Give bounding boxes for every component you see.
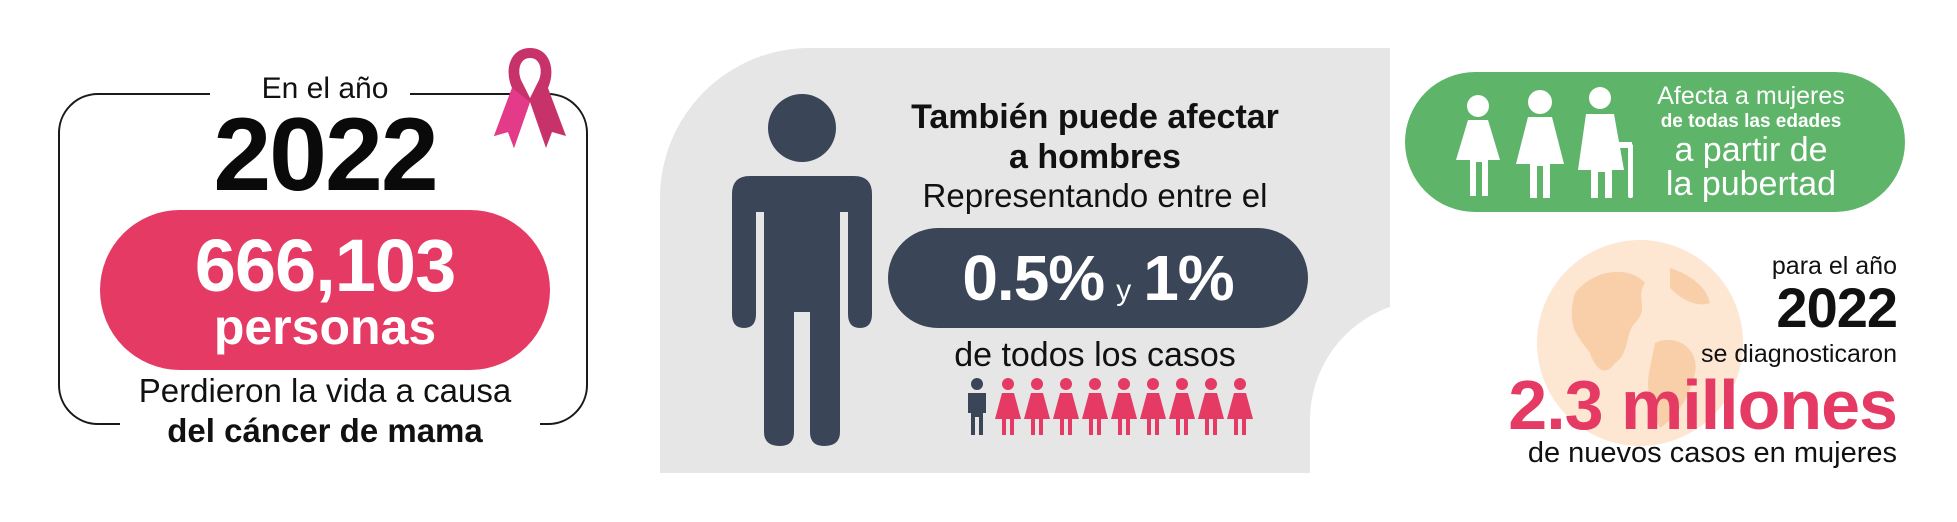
deaths-intro: En el año xyxy=(261,72,389,105)
deaths-year: 2022 xyxy=(213,97,438,213)
deaths-count: 666,103 xyxy=(194,224,457,307)
woman-small-icon xyxy=(1082,378,1108,435)
people-ratio-icons xyxy=(968,378,1253,435)
man-small-icon xyxy=(968,378,986,435)
men-title-line2: a hombres xyxy=(1009,138,1181,176)
women-of-all-ages-icon xyxy=(1456,87,1633,198)
woman-small-icon xyxy=(1024,378,1050,435)
man-icon xyxy=(732,94,872,446)
woman-small-icon xyxy=(1227,378,1253,435)
deaths-panel: En el año 2022 666,103 personas Perdiero… xyxy=(0,0,620,522)
new-cases-verb: se diagnosticaron xyxy=(1701,340,1897,368)
new-cases-count: 2.3 millones xyxy=(1508,366,1898,444)
deaths-people-label: personas xyxy=(213,299,437,355)
ages-line4: la pubertad xyxy=(1665,165,1837,203)
percent-pill: 0.5% y 1% xyxy=(888,228,1308,328)
high-percent: 1% xyxy=(1143,242,1234,314)
deaths-caption-line2: del cáncer de mama xyxy=(167,412,483,449)
ages-line1: Afecta a mujeres xyxy=(1657,82,1845,110)
deaths-caption-line1: Perdieron la vida a causa xyxy=(138,372,512,409)
new-cases-intro: para el año xyxy=(1771,252,1897,280)
woman-small-icon xyxy=(1198,378,1224,435)
woman-small-icon xyxy=(1053,378,1079,435)
men-footer: de todos los casos xyxy=(954,336,1236,374)
new-cases-caption: de nuevos casos en mujeres xyxy=(1527,437,1897,469)
globe-icon xyxy=(1537,240,1743,446)
woman-small-icon xyxy=(1169,378,1195,435)
pink-ribbon-icon xyxy=(494,48,566,148)
ages-line2: de todas las edades xyxy=(1660,111,1842,132)
deaths-pill: 666,103 personas xyxy=(100,210,550,370)
new-cases-year: 2022 xyxy=(1776,276,1898,339)
ages-line3: a partir de xyxy=(1674,131,1828,169)
woman-small-icon xyxy=(1140,378,1166,435)
percent-connector: y xyxy=(1116,274,1132,307)
woman-small-icon xyxy=(995,378,1021,435)
men-subtitle: Representando entre el xyxy=(922,177,1268,214)
woman-small-icon xyxy=(1111,378,1137,435)
low-percent: 0.5% xyxy=(962,242,1105,314)
men-title-line1: También puede afectar xyxy=(911,98,1279,136)
